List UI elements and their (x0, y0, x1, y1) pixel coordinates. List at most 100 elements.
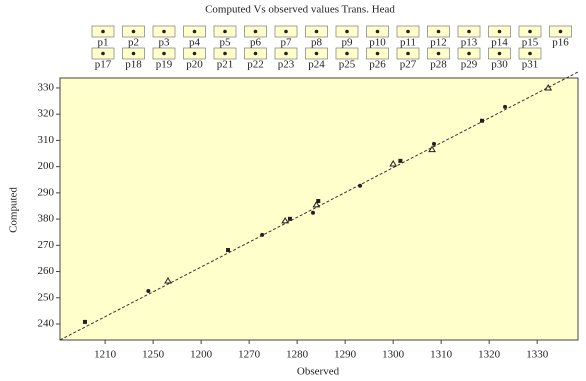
legend-marker (131, 29, 136, 34)
point (389, 160, 398, 167)
legend-label: p24 (308, 59, 325, 71)
legend-label: p17 (95, 59, 112, 71)
x-tick-label: 1270 (238, 349, 261, 361)
x-tick-label: 1210 (94, 349, 117, 361)
legend-label: p14 (491, 37, 508, 49)
legend-label: p5 (220, 37, 232, 49)
legend-label: p7 (281, 37, 293, 49)
y-tick-label: 200 (38, 160, 55, 172)
legend-marker (314, 51, 319, 56)
y-tick-label: 250 (38, 291, 55, 303)
legend-label: p25 (339, 59, 356, 71)
x-tick-label: 1320 (478, 349, 501, 361)
point (316, 199, 321, 204)
point (310, 210, 315, 215)
x-tick-label: 1300 (382, 349, 405, 361)
legend-marker (101, 51, 105, 56)
legend-marker (192, 51, 197, 56)
legend-marker (223, 51, 227, 56)
point (281, 216, 290, 224)
legend-marker (314, 29, 319, 34)
point (287, 216, 292, 221)
legend-label: p9 (342, 37, 354, 49)
point (544, 83, 553, 91)
y-tick-label: 320 (38, 108, 55, 120)
legend-label: p20 (186, 59, 203, 71)
legend-marker (253, 29, 258, 34)
legend-marker (345, 51, 349, 56)
point (428, 145, 436, 153)
legend-label: p19 (156, 59, 173, 71)
point (479, 118, 484, 123)
legend-label: p31 (522, 59, 539, 71)
point (82, 319, 87, 324)
legend-label: p4 (189, 37, 201, 49)
legend-marker (467, 51, 471, 56)
legend-marker (131, 51, 136, 56)
legend-label: p3 (159, 37, 171, 49)
point (260, 232, 265, 237)
x-tick-label: 1310 (430, 349, 453, 361)
legend-marker (528, 29, 532, 34)
legend-label: p26 (369, 59, 386, 71)
x-tick-label: 1330 (526, 349, 549, 361)
legend-marker (223, 29, 227, 34)
legend-marker (467, 29, 471, 34)
legend-marker (101, 29, 105, 34)
point (358, 183, 363, 188)
y-tick-label: 260 (38, 265, 55, 277)
y-tick-label: 290 (38, 186, 55, 198)
y-axis-title: Computed (8, 187, 20, 233)
legend-label: p8 (311, 37, 323, 49)
chart-title: Computed Vs observed values Trans. Head (205, 4, 395, 16)
legend-label: p1 (98, 37, 109, 49)
legend-marker (436, 51, 441, 56)
legend-label: p27 (400, 59, 417, 71)
legend-label: p28 (430, 59, 447, 71)
plot-area (59, 77, 579, 341)
legend-label: p29 (461, 59, 478, 71)
x-tick-label: 1290 (334, 349, 357, 361)
legend-marker (558, 29, 563, 34)
legend-marker (162, 29, 166, 34)
point (146, 288, 151, 293)
legend-label: p12 (430, 37, 447, 49)
point (503, 104, 508, 109)
legend-label: p2 (128, 37, 139, 49)
point (431, 141, 436, 146)
legend-marker (497, 51, 502, 56)
y-tick-label: 380 (38, 213, 55, 225)
legend-label: p30 (491, 59, 508, 71)
legend-label: p21 (217, 59, 234, 71)
legend-label: p23 (278, 59, 295, 71)
legend-marker (253, 51, 258, 56)
legend-label: p16 (552, 37, 569, 49)
legend-label: p22 (247, 59, 264, 71)
legend-label: p6 (250, 37, 262, 49)
legend-label: p13 (461, 37, 478, 49)
legend-marker (192, 29, 197, 34)
legend-marker (436, 29, 441, 34)
legend-label: p15 (522, 37, 539, 49)
x-axis-title: Observed (297, 366, 340, 378)
y-tick-label: 330 (38, 81, 55, 93)
legend-marker (406, 51, 410, 56)
y-tick-label: 270 (38, 239, 55, 251)
legend-marker (284, 51, 288, 56)
y-tick-label: 240 (38, 318, 55, 330)
y-tick-label: 310 (38, 134, 55, 146)
x-tick-label: 1280 (286, 349, 309, 361)
x-tick-label: 1250 (142, 349, 165, 361)
point (398, 158, 403, 163)
legend-marker (497, 29, 502, 34)
point (312, 200, 321, 208)
legend-label: p18 (125, 59, 142, 71)
legend-marker (345, 29, 349, 34)
legend-label: p10 (369, 37, 386, 49)
point (226, 248, 231, 253)
point (164, 277, 172, 284)
legend-marker (375, 51, 380, 56)
legend-label: p11 (400, 37, 416, 49)
legend-marker (375, 29, 380, 34)
